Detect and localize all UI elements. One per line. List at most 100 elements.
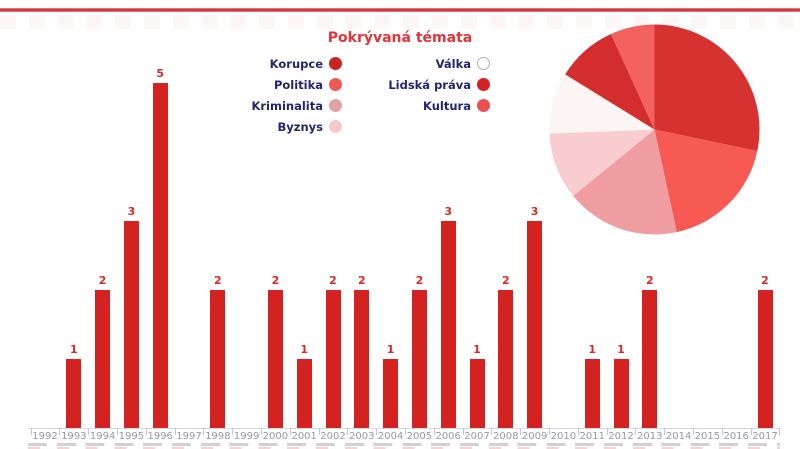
x-axis-tick <box>721 428 723 435</box>
bar-value-label: 1 <box>69 343 78 356</box>
pie-slice-kriminalita[interactable] <box>573 129 677 235</box>
bar-2001[interactable] <box>296 359 312 428</box>
x-axis-tick <box>635 428 637 435</box>
bar-value-label: 2 <box>501 274 510 287</box>
bar-2003[interactable] <box>354 290 370 428</box>
pie-slice-korupce[interactable] <box>654 24 760 152</box>
pie-slice-lidsk-pr-va[interactable] <box>565 33 655 130</box>
bar-value-label: 1 <box>473 343 481 356</box>
bar-1998[interactable] <box>210 290 226 428</box>
legend-item-lidsk-pr-va: Lidská práva <box>328 74 490 95</box>
x-axis-tick <box>750 428 752 435</box>
x-axis-tick <box>145 428 147 435</box>
x-tick-label: 2010 <box>550 431 577 442</box>
legend-column-right: Válka Lidská práva Kultura <box>328 53 490 116</box>
legend-color-dot-icon <box>329 78 342 91</box>
x-axis-line <box>28 428 781 429</box>
pie-slice-kultura[interactable] <box>610 24 655 130</box>
x-tick-label: 2012 <box>608 431 634 442</box>
bar-value-label: 1 <box>300 343 309 356</box>
x-axis-tick <box>174 428 176 435</box>
bar-value-label: 1 <box>617 343 625 356</box>
bar-2008[interactable] <box>498 290 514 428</box>
bar-2012[interactable] <box>613 359 629 428</box>
legend-color-dot-icon <box>329 120 342 133</box>
x-tick-label: 2005 <box>406 431 433 442</box>
bar-value-label: 2 <box>329 274 337 287</box>
legend-color-dot-icon <box>477 57 490 70</box>
bar-1994[interactable] <box>95 290 111 428</box>
legend-item-byznys: Byznys <box>180 116 342 137</box>
x-axis-tick <box>779 428 781 435</box>
bar-value-label: 2 <box>645 274 654 287</box>
bar-2011[interactable] <box>584 359 600 428</box>
legend-item-v-lka: Válka <box>328 53 490 74</box>
x-axis-tick <box>232 428 234 435</box>
bar-2004[interactable] <box>383 359 399 428</box>
bar-2006[interactable] <box>440 221 456 428</box>
legend-item-label: Byznys <box>277 119 323 134</box>
pie-slice-politika[interactable] <box>654 129 758 233</box>
bar-value-label: 1 <box>386 343 395 356</box>
x-tick-label: 1997 <box>176 431 202 442</box>
bar-1995[interactable] <box>123 221 139 428</box>
bar-2000[interactable] <box>267 290 283 428</box>
x-tick-label: 2011 <box>579 431 605 442</box>
x-tick-label: 2004 <box>377 431 404 442</box>
bar-value-label: 2 <box>761 274 769 287</box>
legend-item-kriminalita: Kriminalita <box>180 95 342 116</box>
bar-2005[interactable] <box>411 290 427 428</box>
x-tick-label: 1998 <box>205 431 231 442</box>
x-tick-label: 2017 <box>752 431 778 442</box>
pie-slice-v-lka[interactable] <box>549 74 655 134</box>
bar-value-label: 2 <box>213 274 222 287</box>
x-axis-tick <box>318 428 320 435</box>
x-tick-label: 2001 <box>291 431 317 442</box>
legend-item-label: Válka <box>435 56 471 71</box>
ghost-row-below-bars <box>28 447 780 449</box>
x-tick-label: 2014 <box>665 431 692 442</box>
x-axis-tick <box>577 428 579 435</box>
ghost-row-above <box>0 15 800 29</box>
x-axis-tick <box>376 428 378 435</box>
legend-item-label: Kriminalita <box>251 98 323 113</box>
bar-2007[interactable] <box>469 359 485 428</box>
x-tick-label: 2006 <box>435 431 461 442</box>
bar-1996[interactable] <box>152 83 168 428</box>
legend-color-dot-icon <box>477 78 490 91</box>
x-tick-label: 2003 <box>349 431 375 442</box>
x-axis-tick <box>30 428 32 435</box>
bar-2009[interactable] <box>527 221 543 428</box>
x-tick-label: 2009 <box>521 431 548 442</box>
legend-column-left: Korupce Politika Kriminalita Byznys <box>180 53 342 137</box>
top-divider-line <box>0 8 800 12</box>
x-tick-label: 1993 <box>61 431 87 442</box>
x-tick-label: 2013 <box>637 431 663 442</box>
legend-item-label: Politika <box>273 77 323 92</box>
x-tick-label: 2016 <box>723 431 749 442</box>
x-axis-tick <box>289 428 291 435</box>
x-axis-tick <box>462 428 464 435</box>
bar-value-label: 2 <box>98 274 107 287</box>
legend-item-kultura: Kultura <box>328 95 490 116</box>
x-tick-label: 1996 <box>147 431 173 442</box>
x-axis-tick <box>520 428 522 435</box>
pie-slice-byznys[interactable] <box>549 129 655 196</box>
x-axis-tick <box>88 428 90 435</box>
bar-2002[interactable] <box>325 290 341 428</box>
bar-value-label: 3 <box>127 205 136 218</box>
bar-1993[interactable] <box>66 359 82 428</box>
bar-2017[interactable] <box>757 290 773 428</box>
x-tick-label: 2007 <box>464 431 490 442</box>
x-axis-tick <box>59 428 61 435</box>
x-tick-label: 1995 <box>118 431 145 442</box>
x-tick-label: 2002 <box>320 431 346 442</box>
x-tick-label: 2000 <box>262 431 289 442</box>
bar-2013[interactable] <box>642 290 658 428</box>
x-axis-tick <box>606 428 608 435</box>
pie-chart <box>549 24 760 235</box>
legend-item-label: Lidská práva <box>388 77 471 92</box>
x-axis-tick <box>549 428 550 435</box>
